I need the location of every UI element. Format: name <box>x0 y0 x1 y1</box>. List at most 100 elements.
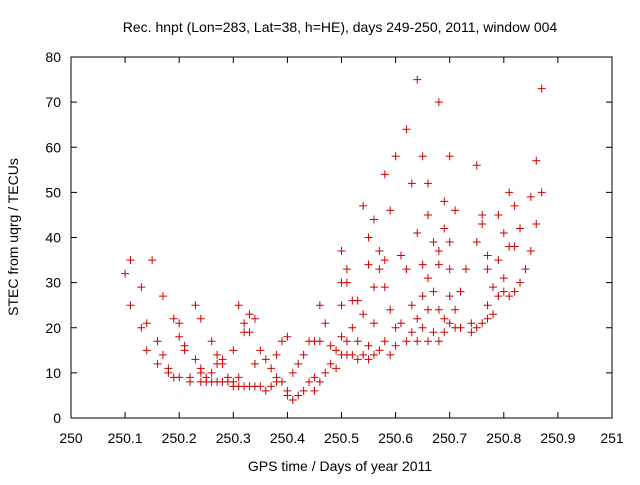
data-point <box>121 269 130 278</box>
data-point <box>521 265 530 274</box>
data-point <box>359 350 368 359</box>
data-point <box>375 346 384 355</box>
y-tick-label: 20 <box>45 320 61 336</box>
data-point <box>456 323 465 332</box>
data-point <box>164 368 173 377</box>
ticks-layer: 250 250.1 250.2 250.3 250.4 250.5 250.6 250.7 25… <box>45 49 623 446</box>
data-point <box>299 350 308 359</box>
data-point <box>137 323 146 332</box>
data-point <box>218 359 227 368</box>
data-point <box>196 368 205 377</box>
data-point <box>380 283 389 292</box>
data-point <box>261 386 270 395</box>
plot-frame <box>70 56 613 419</box>
data-point <box>445 152 454 161</box>
data-point <box>191 301 200 310</box>
data-point <box>321 368 330 377</box>
x-tick-label: 250.7 <box>432 430 467 446</box>
data-point <box>137 283 146 292</box>
data-point <box>256 346 265 355</box>
data-point <box>321 319 330 328</box>
data-point <box>472 161 481 170</box>
data-point <box>337 301 346 310</box>
data-point <box>397 319 406 328</box>
data-point <box>467 319 476 328</box>
data-point <box>245 328 254 337</box>
data-point <box>413 337 422 346</box>
y-tick-label: 80 <box>45 49 61 65</box>
data-point <box>510 201 519 210</box>
data-point <box>369 283 378 292</box>
data-point <box>142 319 151 328</box>
data-point <box>283 391 292 400</box>
points-layer <box>121 75 546 404</box>
data-point <box>272 350 281 359</box>
data-point <box>158 292 167 301</box>
data-point <box>369 319 378 328</box>
data-point <box>283 332 292 341</box>
data-point <box>294 359 303 368</box>
data-point <box>207 368 216 377</box>
data-point <box>353 337 362 346</box>
chart-title: Rec. hnpt (Lon=283, Lat=38, h=HE), days … <box>123 19 558 35</box>
data-point <box>526 247 535 256</box>
data-point <box>451 305 460 314</box>
data-point <box>153 359 162 368</box>
data-point <box>310 386 319 395</box>
data-point <box>207 337 216 346</box>
data-point <box>505 188 514 197</box>
data-point <box>499 274 508 283</box>
data-point <box>537 188 546 197</box>
x-tick-label: 250.8 <box>486 430 521 446</box>
data-point <box>310 373 319 382</box>
data-point <box>196 314 205 323</box>
data-point <box>440 328 449 337</box>
y-axis-label: STEC from uqrg / TECUs <box>5 158 21 316</box>
data-point <box>364 341 373 350</box>
data-point <box>413 314 422 323</box>
data-point <box>175 319 184 328</box>
data-point <box>472 238 481 247</box>
data-point <box>267 382 276 391</box>
data-point <box>245 310 254 319</box>
data-point <box>467 328 476 337</box>
data-point <box>326 359 335 368</box>
data-point <box>488 283 497 292</box>
data-point <box>424 305 433 314</box>
data-point <box>440 224 449 233</box>
data-point <box>499 287 508 296</box>
x-tick-label: 250.1 <box>108 430 143 446</box>
data-point <box>424 337 433 346</box>
data-point <box>380 337 389 346</box>
data-point <box>478 319 487 328</box>
data-point <box>153 337 162 346</box>
data-point <box>148 256 157 265</box>
data-point <box>478 210 487 219</box>
data-point <box>472 323 481 332</box>
data-point <box>532 219 541 228</box>
data-point <box>250 314 259 323</box>
data-point <box>434 98 443 107</box>
data-point <box>288 395 297 404</box>
data-point <box>234 301 243 310</box>
y-tick-label: 40 <box>45 230 61 246</box>
data-point <box>369 215 378 224</box>
data-point <box>483 251 492 260</box>
data-point <box>445 292 454 301</box>
data-point <box>175 332 184 341</box>
data-point <box>505 292 514 301</box>
data-point <box>402 337 411 346</box>
data-point <box>342 278 351 287</box>
y-tick-label: 60 <box>45 139 61 155</box>
x-tick-label: 250.2 <box>162 430 197 446</box>
data-point <box>175 373 184 382</box>
data-point <box>142 346 151 355</box>
data-point <box>483 265 492 274</box>
data-point <box>364 260 373 269</box>
data-point <box>537 84 546 93</box>
data-point <box>229 346 238 355</box>
data-point <box>402 125 411 134</box>
data-point <box>380 256 389 265</box>
data-point <box>315 377 324 386</box>
